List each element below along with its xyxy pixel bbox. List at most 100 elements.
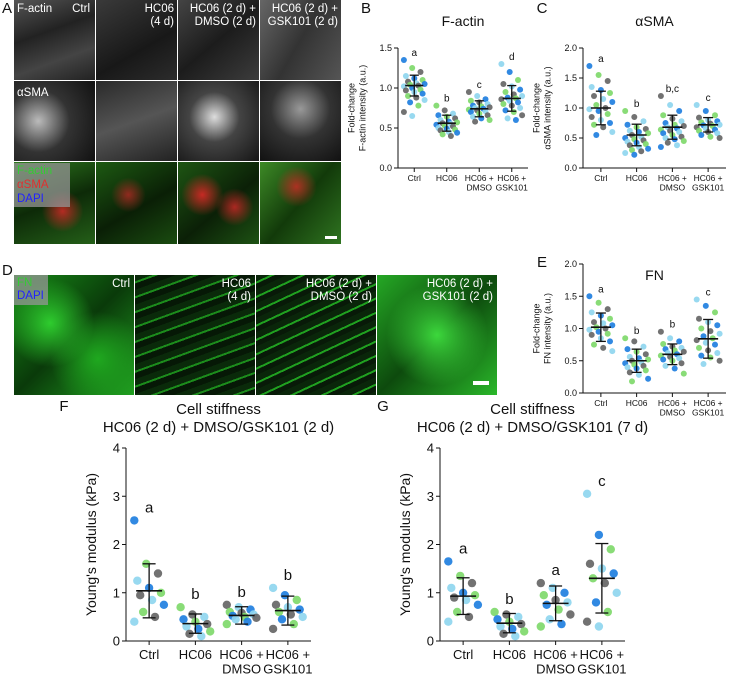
data-point-c-0-16 <box>607 120 613 126</box>
chart-subtitle-g: HC06 (2 d) + DMSO/GSK101 (7 d) <box>417 419 648 436</box>
microscopy-strip-d: FN DAPI Ctrl HC06 (4 d) HC06 (2 d) + DMS… <box>14 275 497 395</box>
data-point-g-0-5 <box>470 591 480 600</box>
data-point-f-0-7 <box>147 595 157 605</box>
data-point-b-3-16 <box>517 105 524 111</box>
data-point-c-2-2 <box>676 108 683 114</box>
data-point-f-0-8 <box>159 600 169 609</box>
y-tick-label-e-2: 1.0 <box>564 324 577 334</box>
data-point-e-3-6 <box>698 325 705 332</box>
data-point-c-1-2 <box>640 118 647 125</box>
sig-letter-g-2: a <box>551 562 560 579</box>
data-point-f-0-3 <box>133 576 142 585</box>
data-point-g-3-2 <box>606 545 615 554</box>
data-point-g-0-6 <box>450 593 459 602</box>
y-axis-label-b-0: Fold-change <box>347 83 357 133</box>
x-tick-label-e-3: HC06 + GSK101 <box>692 398 724 418</box>
data-point-g-2-2 <box>560 588 569 597</box>
data-point-b-0-19 <box>421 97 428 103</box>
data-point-c-2-19 <box>680 138 687 144</box>
data-point-g-1-7 <box>508 624 517 634</box>
data-point-c-3-2 <box>712 112 718 119</box>
data-point-c-0-2 <box>604 78 611 84</box>
y-axis-label-c-1: αSMA intensity (a.u.) <box>543 66 553 149</box>
asma-gsk101-image <box>260 81 341 161</box>
data-point-b-0-1 <box>409 65 416 71</box>
d-col-label-dmso: HC06 (2 d) + DMSO (2 d) <box>305 278 372 303</box>
data-point-f-2-11 <box>222 619 231 629</box>
data-point-g-0-3 <box>447 583 456 593</box>
data-point-b-0-17 <box>405 93 411 99</box>
data-point-f-1-0 <box>176 603 185 612</box>
data-point-f-3-7 <box>286 610 295 619</box>
data-point-b-2-2 <box>482 96 489 103</box>
sig-letter-f-1: b <box>191 586 199 603</box>
d-col-label-gsk101: HC06 (2 d) + GSK101 (2 d) <box>422 278 493 303</box>
asma-dmso-image <box>178 81 259 161</box>
data-point-g-2-8 <box>566 610 575 619</box>
data-point-c-3-19 <box>716 135 723 141</box>
data-point-c-0-18 <box>600 124 607 131</box>
data-point-e-2-18 <box>671 365 678 372</box>
data-point-g-1-0 <box>490 607 499 617</box>
data-point-g-3-0 <box>582 489 592 498</box>
data-point-b-3-5 <box>517 86 524 93</box>
x-tick-label-c-2: HC06 + DMSO <box>658 173 687 193</box>
data-point-b-3-0 <box>498 61 505 67</box>
data-point-b-3-13 <box>515 99 521 106</box>
data-point-g-0-11 <box>444 617 453 626</box>
data-point-c-2-22 <box>657 144 664 150</box>
data-point-e-2-19 <box>680 370 687 377</box>
panel-label-d: D <box>2 262 13 279</box>
data-point-g-3-8 <box>612 588 621 597</box>
chart-subtitle-f: HC06 (2 d) + DMSO/GSK101 (2 d) <box>103 419 334 436</box>
panel-label-b: B <box>361 0 371 17</box>
legend-dapi-d: DAPI <box>17 290 44 302</box>
data-point-e-0-0 <box>586 293 593 300</box>
chart-title-c: αSMA <box>635 13 674 29</box>
data-point-e-3-17 <box>698 352 705 359</box>
sig-letter-b-2: c <box>477 80 482 91</box>
data-point-e-1-17 <box>626 369 633 376</box>
data-point-e-0-5 <box>607 315 613 322</box>
data-point-c-0-6 <box>591 93 597 99</box>
y-tick-label-g-2: 2 <box>427 537 434 552</box>
sig-letter-g-1: b <box>505 591 513 608</box>
factin-ctrl-image <box>14 0 95 80</box>
data-point-f-2-9 <box>231 615 240 624</box>
data-point-f-1-3 <box>179 615 188 624</box>
data-point-b-1-2 <box>450 110 456 117</box>
panel-label-c: C <box>537 0 548 17</box>
data-point-e-0-17 <box>591 341 597 348</box>
data-point-b-0-22 <box>400 109 407 115</box>
data-point-c-2-17 <box>662 135 669 141</box>
data-point-b-3-2 <box>515 77 521 83</box>
data-point-e-2-1 <box>667 335 674 342</box>
data-point-c-2-20 <box>664 139 671 146</box>
data-point-e-2-8 <box>680 348 687 355</box>
chart-title-g: Cell stiffness <box>490 401 575 418</box>
sig-letter-e-0: a <box>598 284 604 295</box>
sig-letter-b-3: d <box>509 52 515 63</box>
row-label-factin: F-actin <box>17 3 53 15</box>
data-point-c-2-0 <box>657 93 664 99</box>
col-label-ctrl: Ctrl <box>72 3 90 15</box>
fn-dmso-image <box>256 275 376 395</box>
data-point-c-0-0 <box>586 63 593 69</box>
data-point-c-1-0 <box>622 108 629 114</box>
data-point-g-3-10 <box>603 607 612 617</box>
data-point-f-3-10 <box>289 619 298 629</box>
data-point-e-3-18 <box>707 354 714 361</box>
data-point-c-3-17 <box>698 132 705 138</box>
y-tick-label-e-0: 0.0 <box>564 388 577 398</box>
data-point-e-0-13 <box>604 330 611 337</box>
data-point-g-3-9 <box>591 598 601 607</box>
data-point-e-1-20 <box>629 378 635 385</box>
data-point-f-3-11 <box>268 624 278 634</box>
data-point-e-3-11 <box>693 337 700 344</box>
chart-title-b: F-actin <box>442 13 485 29</box>
data-point-f-3-0 <box>268 583 278 593</box>
data-point-c-3-8 <box>716 121 723 128</box>
data-point-e-0-10 <box>602 325 609 332</box>
data-point-e-1-19 <box>645 375 652 382</box>
data-point-c-3-16 <box>714 130 721 137</box>
